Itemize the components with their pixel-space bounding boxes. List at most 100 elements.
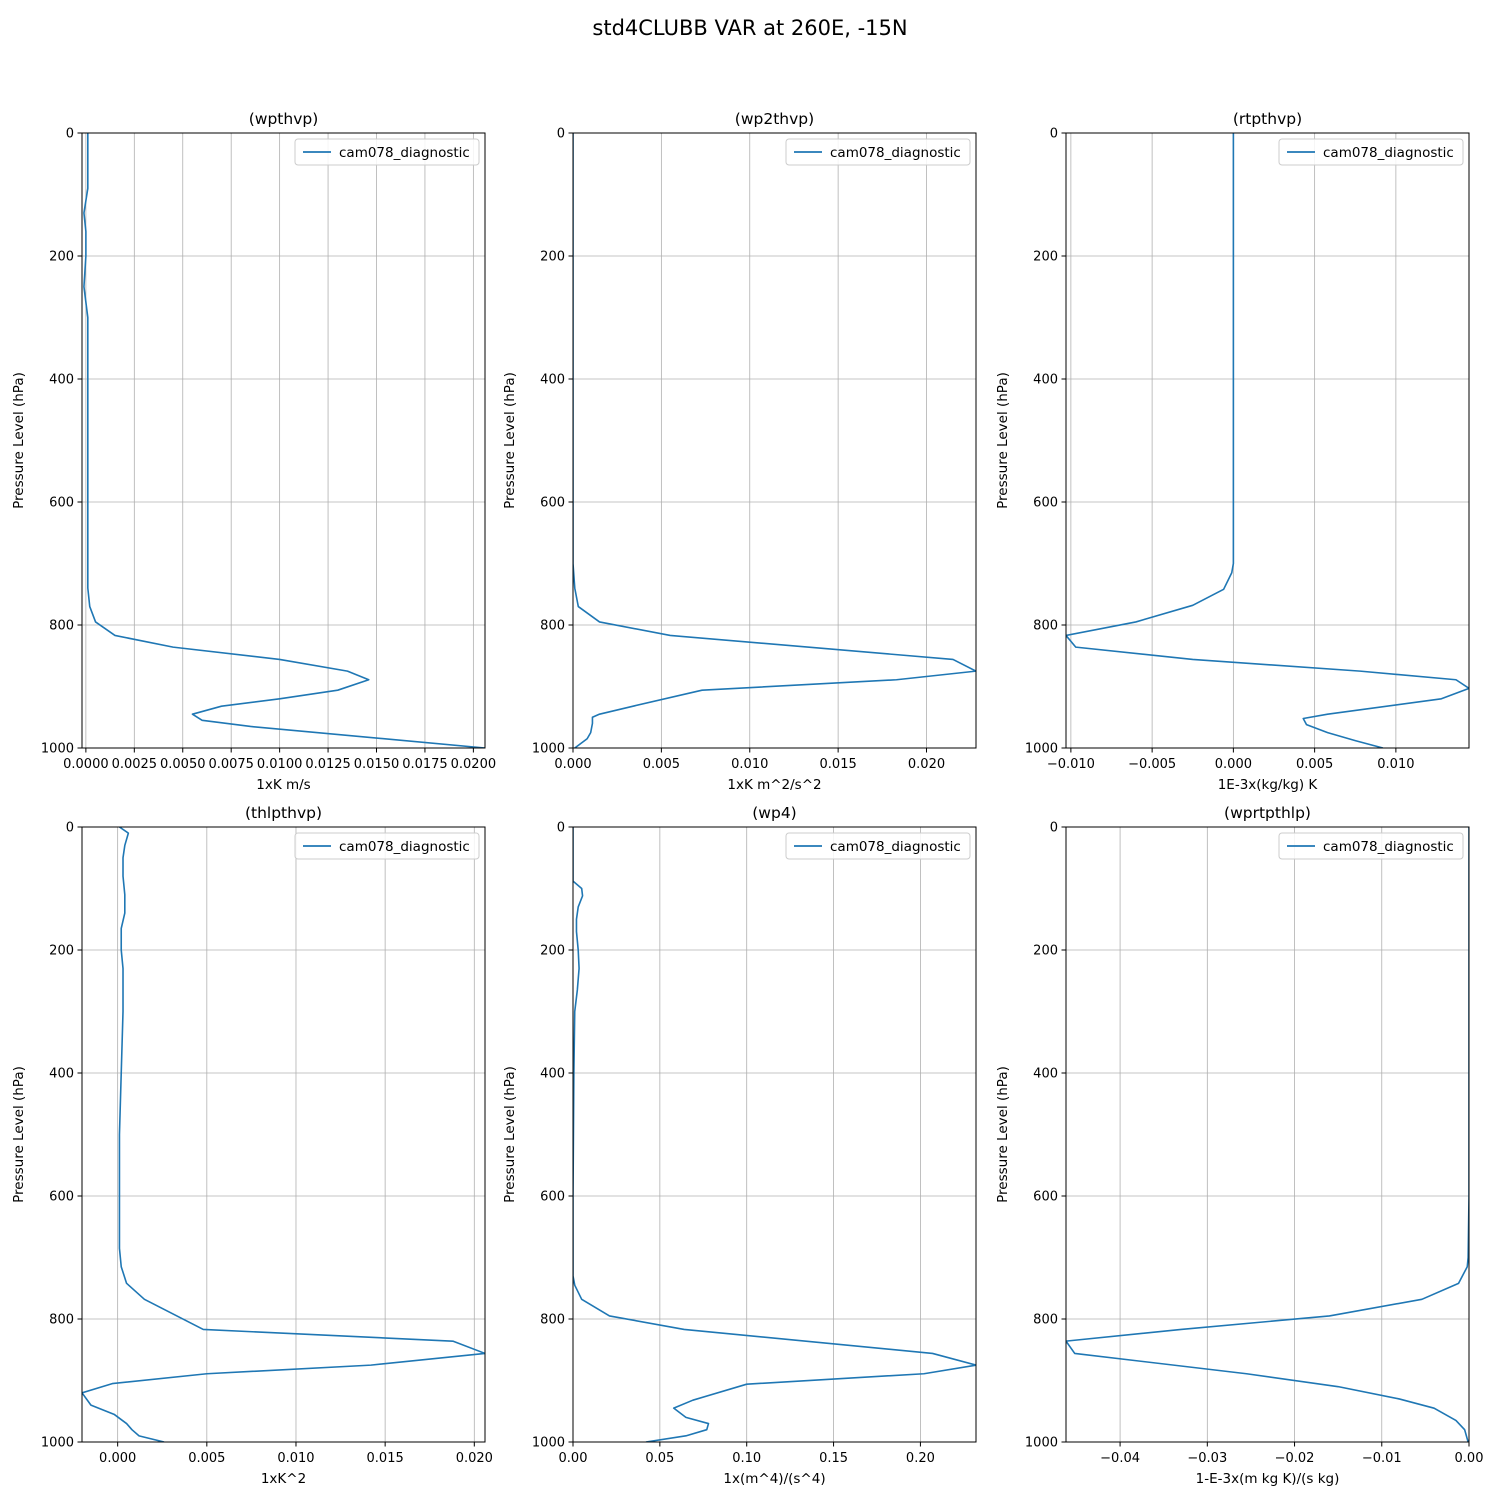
y-tick-label: 200 <box>49 250 74 265</box>
panel-title: (wp4) <box>752 804 796 822</box>
x-axis-label: 1E-3x(kg/kg) K <box>1218 777 1319 793</box>
panel-5: 0.00 0.05 0.10 0.15 0.20 0 200 400 600 800 1000 (wp… <box>502 804 977 1487</box>
panel-title: (wprtpthlp) <box>1224 804 1311 822</box>
x-tick-label: −0.03 <box>1187 1451 1227 1466</box>
legend: cam078_diagnostic <box>294 138 480 166</box>
legend-box <box>785 138 971 166</box>
x-tick-label: 0.0150 <box>354 757 400 772</box>
panel-title: (wpthvp) <box>249 110 319 128</box>
legend: cam078_diagnostic <box>1278 138 1464 166</box>
x-tick-label: 0.020 <box>456 1451 493 1466</box>
y-tick-label: 600 <box>1033 1190 1058 1205</box>
x-axis-label: 1xK m/s <box>256 777 310 793</box>
y-tick-label: 0 <box>557 127 565 142</box>
x-tick-label: 0.005 <box>188 1451 225 1466</box>
y-tick-label: 800 <box>1033 1313 1058 1328</box>
x-tick-label: 0.0025 <box>112 757 158 772</box>
legend: cam078_diagnostic <box>785 832 971 860</box>
x-tick-label: 0.0175 <box>402 757 448 772</box>
series-line-1 <box>1066 133 1469 748</box>
legend-box <box>294 138 480 166</box>
x-tick-label: −0.04 <box>1100 1451 1140 1466</box>
y-tick-label: 400 <box>1033 373 1058 388</box>
y-tick-label: 400 <box>49 373 74 388</box>
legend: cam078_diagnostic <box>294 832 480 860</box>
series-line-1 <box>573 133 976 748</box>
axes-frame <box>1065 132 1470 749</box>
x-tick-label: 0.00 <box>559 1451 588 1466</box>
y-axis-label: Pressure Level (hPa) <box>11 1066 27 1203</box>
legend: cam078_diagnostic <box>785 138 971 166</box>
x-tick-label: 0.10 <box>732 1451 761 1466</box>
y-tick-label: 600 <box>49 1190 74 1205</box>
y-tick-label: 800 <box>540 619 565 634</box>
y-tick-label: 600 <box>540 1190 565 1205</box>
y-tick-label: 800 <box>1033 619 1058 634</box>
axes-frame <box>1065 826 1470 1443</box>
x-tick-label: 0.000 <box>99 1451 136 1466</box>
y-tick-label: 400 <box>540 373 565 388</box>
panel-1: 0.0000 0.0025 0.0050 0.0075 0.0100 0.0125 0.01… <box>11 110 496 793</box>
x-tick-label: 0.000 <box>554 757 591 772</box>
x-tick-label: 0.015 <box>820 757 857 772</box>
panel-title: (rtpthvp) <box>1233 110 1302 128</box>
x-tick-label: 0.0075 <box>208 757 254 772</box>
x-tick-label: 0.0100 <box>257 757 303 772</box>
x-tick-label: 0.010 <box>277 1451 314 1466</box>
panel-3: −0.010 −0.005 0.000 0.005 0.010 0 200 400 600 800… <box>995 110 1470 793</box>
x-tick-label: 0.0200 <box>451 757 497 772</box>
axes-frame <box>572 826 977 1443</box>
x-tick-label: −0.02 <box>1275 1451 1315 1466</box>
series-line-1 <box>573 827 976 1442</box>
y-tick-label: 200 <box>1033 250 1058 265</box>
series-line-1 <box>83 133 485 748</box>
x-tick-label: 0.0050 <box>160 757 206 772</box>
y-tick-label: 1000 <box>532 742 565 757</box>
y-tick-label: 400 <box>540 1067 565 1082</box>
legend-entry: cam078_diagnostic <box>1323 839 1454 855</box>
legend-entry: cam078_diagnostic <box>339 839 470 855</box>
x-tick-label: −0.010 <box>1047 757 1095 772</box>
y-tick-label: 1000 <box>41 742 74 757</box>
y-tick-label: 200 <box>540 944 565 959</box>
legend: cam078_diagnostic <box>1278 832 1464 860</box>
x-tick-label: 0.0125 <box>305 757 351 772</box>
axes-frame <box>81 826 486 1443</box>
legend-entry: cam078_diagnostic <box>1323 145 1454 161</box>
panel-title: (wp2thvp) <box>735 110 814 128</box>
y-tick-label: 200 <box>540 250 565 265</box>
axes-frame <box>81 132 486 749</box>
panel-4: 0.000 0.005 0.010 0.015 0.020 0 200 400 600 800 10… <box>11 804 493 1487</box>
y-axis-label: Pressure Level (hPa) <box>502 372 518 509</box>
x-axis-label: 1xK^2 <box>261 1471 306 1487</box>
x-tick-label: 0.00 <box>1455 1451 1484 1466</box>
x-axis-label: 1x(m^4)/(s^4) <box>723 1471 825 1487</box>
y-tick-label: 200 <box>49 944 74 959</box>
x-tick-label: −0.01 <box>1362 1451 1402 1466</box>
x-tick-label: 0.015 <box>367 1451 404 1466</box>
x-tick-label: 0.05 <box>645 1451 674 1466</box>
x-tick-label: 0.005 <box>643 757 680 772</box>
panel-2: 0.000 0.005 0.010 0.015 0.020 0 200 400 600 800 10… <box>502 110 977 793</box>
y-tick-label: 800 <box>49 1313 74 1328</box>
legend-entry: cam078_diagnostic <box>830 839 961 855</box>
y-tick-label: 1000 <box>41 1436 74 1451</box>
y-tick-label: 600 <box>49 496 74 511</box>
y-tick-label: 0 <box>66 127 74 142</box>
x-tick-label: 0.010 <box>731 757 768 772</box>
x-tick-label: 0.010 <box>1377 757 1414 772</box>
y-tick-label: 800 <box>49 619 74 634</box>
legend-entry: cam078_diagnostic <box>830 145 961 161</box>
x-tick-label: 0.20 <box>906 1451 935 1466</box>
y-tick-label: 0 <box>66 821 74 836</box>
y-tick-label: 1000 <box>1025 1436 1058 1451</box>
y-tick-label: 400 <box>1033 1067 1058 1082</box>
x-tick-label: 0.0000 <box>63 757 109 772</box>
y-axis-label: Pressure Level (hPa) <box>995 1066 1011 1203</box>
y-tick-label: 0 <box>1050 821 1058 836</box>
y-tick-label: 600 <box>1033 496 1058 511</box>
y-axis-label: Pressure Level (hPa) <box>502 1066 518 1203</box>
y-tick-label: 0 <box>1050 127 1058 142</box>
legend-box <box>1278 138 1464 166</box>
